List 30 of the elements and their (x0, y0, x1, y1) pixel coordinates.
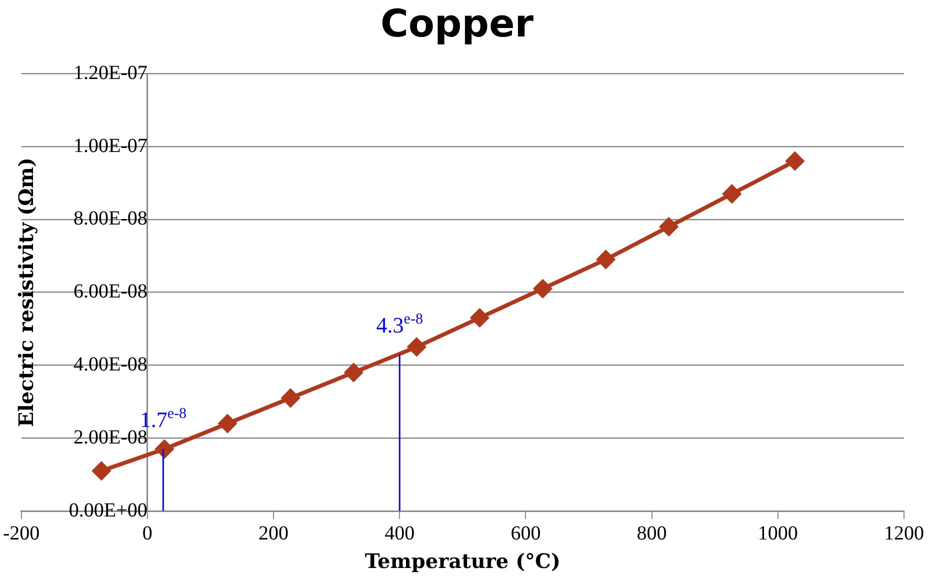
x-tick-label: 600 (510, 522, 541, 544)
x-tick-label: -200 (2, 522, 40, 544)
x-tick-label: 800 (636, 522, 667, 544)
x-tick-label: 1000 (758, 522, 798, 544)
point (596, 250, 615, 268)
point (470, 308, 489, 327)
x-tick-label: 200 (258, 522, 289, 544)
point (660, 218, 678, 236)
point (155, 440, 174, 458)
point (92, 462, 110, 480)
y-tick-label: 8.00E-08 (74, 208, 148, 230)
x-tick-label: 400 (384, 522, 415, 544)
point (282, 389, 300, 408)
y-tick-label: 2.00E-08 (74, 426, 148, 448)
point (408, 338, 426, 356)
y-tick-label: 4.00E-08 (74, 353, 148, 376)
y-tick-label: 1.20E-07 (74, 62, 148, 84)
point (534, 280, 552, 298)
x-tick-label: 0 (142, 522, 152, 544)
x-tick-label: 1200 (884, 522, 924, 544)
chart-title: Copper (380, 2, 534, 46)
y-tick-label: 6.00E-08 (74, 280, 148, 303)
point (344, 363, 363, 382)
x-axis-title: Temperature (°C) (364, 549, 560, 574)
point (786, 152, 804, 170)
y-tick-label: 0.00E+00 (68, 499, 148, 522)
y-axis-title: Electric resistivity (Ωm) (14, 158, 38, 428)
point (218, 414, 236, 433)
point (722, 184, 741, 203)
y-tick-label: 1.00E-07 (74, 134, 148, 157)
